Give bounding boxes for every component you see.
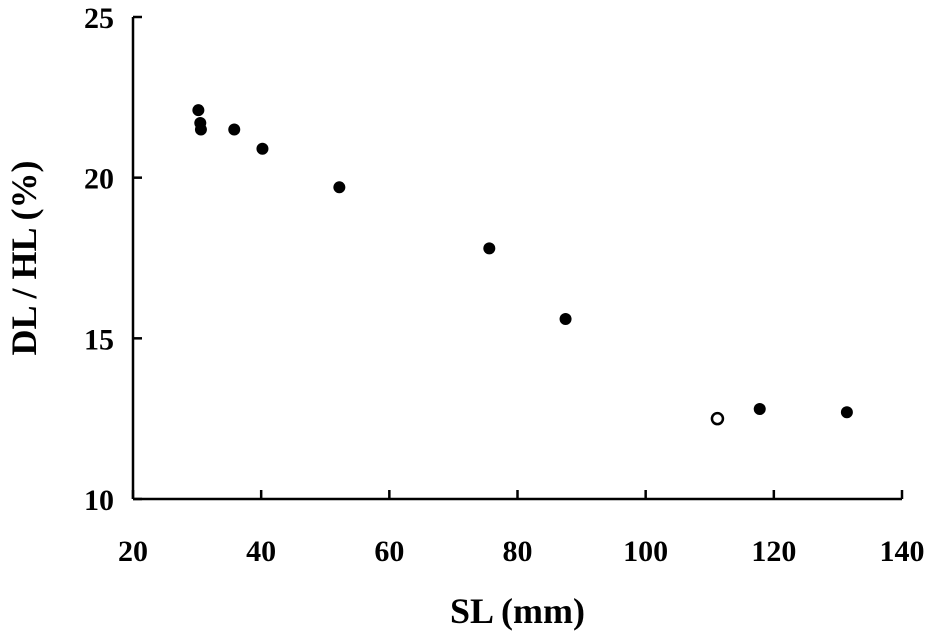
x-tick-label: 80: [503, 535, 533, 568]
y-axis-title: DL / HL (%): [4, 160, 44, 355]
data-point: [228, 123, 241, 136]
data-point: [483, 242, 496, 255]
data-point-open: [710, 411, 725, 426]
data-point: [753, 403, 766, 416]
data-point: [192, 104, 205, 117]
x-tick-label: 20: [118, 535, 148, 568]
data-point: [559, 313, 572, 326]
x-tick-label: 40: [246, 535, 276, 568]
data-points: [192, 104, 853, 426]
data-point: [840, 406, 853, 419]
x-tick-label: 60: [374, 535, 404, 568]
y-tick-label: 10: [84, 484, 114, 517]
axes: [131, 17, 902, 501]
data-point: [194, 123, 207, 136]
y-ticks: 10 15 20 25: [84, 2, 142, 517]
x-axis-title: SL (mm): [450, 591, 585, 631]
x-tick-label: 140: [880, 535, 925, 568]
y-tick-label: 15: [84, 323, 114, 356]
x-tick-label: 120: [751, 535, 796, 568]
data-point: [333, 181, 346, 194]
x-tick-label: 100: [623, 535, 668, 568]
y-tick-label: 25: [84, 2, 114, 35]
data-point: [256, 142, 269, 155]
y-tick-label: 20: [84, 163, 114, 196]
x-ticks: 20 40 60 80 100 120 140: [118, 490, 925, 568]
